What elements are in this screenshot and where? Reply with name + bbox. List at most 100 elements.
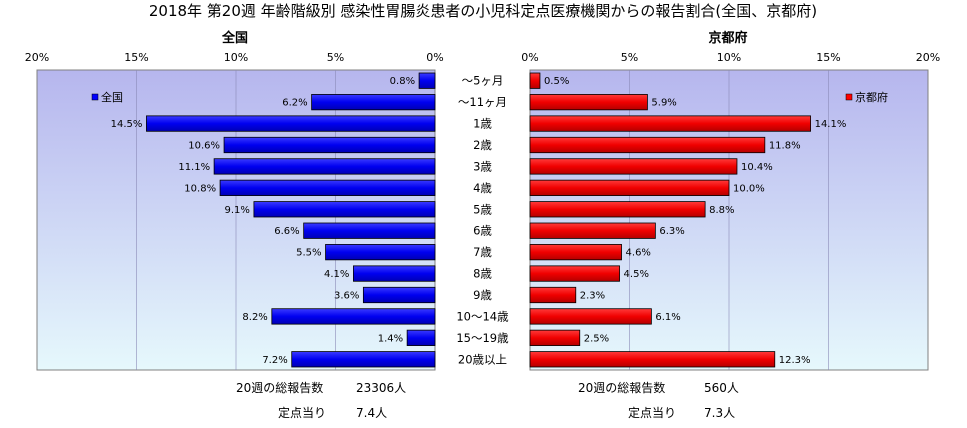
national-total-value: 23306人 <box>356 381 406 395</box>
national-data-label: 10.8% <box>184 183 216 194</box>
kyoto-bar <box>529 222 656 239</box>
kyoto-bar <box>529 72 541 89</box>
category-label: ～5ヶ月 <box>462 74 504 88</box>
kyoto-per-site-value: 7.3人 <box>704 406 735 420</box>
national-total-label: 20週の総報告数 <box>236 380 323 395</box>
kyoto-legend: 京都府 <box>845 90 888 104</box>
national-data-label: 8.2% <box>242 312 267 323</box>
kyoto-bar <box>529 136 766 154</box>
category-label: 8歳 <box>473 267 492 281</box>
kyoto-bar <box>529 179 730 196</box>
category-label: 9歳 <box>473 288 492 302</box>
category-label: 1歳 <box>473 117 492 131</box>
national-legend: 全国 <box>91 90 123 104</box>
national-tick-label: 10% <box>224 51 248 64</box>
kyoto-bar <box>529 201 706 218</box>
national-tick-label: 5% <box>327 51 344 64</box>
kyoto-data-label: 6.1% <box>655 312 680 323</box>
national-bar <box>325 244 436 261</box>
national-data-label: 5.5% <box>296 248 321 259</box>
national-bar <box>223 136 436 154</box>
national-panel: 0.8% 6.2% 14.5% 10.6% 11.1% 10.8% 9.1% 6.6% 5.5%… <box>36 69 436 371</box>
kyoto-tick-label: 0% <box>521 51 538 64</box>
kyoto-data-label: 2.3% <box>580 291 605 302</box>
national-bar <box>219 179 436 196</box>
national-data-label: 9.1% <box>225 205 250 216</box>
kyoto-data-label: 10.4% <box>741 162 773 173</box>
kyoto-data-label: 8.8% <box>709 205 734 216</box>
kyoto-tick-label: 15% <box>816 51 840 64</box>
national-bar <box>418 72 436 89</box>
kyoto-panel-title: 京都府 <box>708 30 747 46</box>
kyoto-bar <box>529 244 622 261</box>
national-bar <box>271 308 436 325</box>
national-tick-label: 20% <box>25 51 49 64</box>
chart-title: 2018年 第20週 年齢階級別 感染性胃腸炎患者の小児科定点医療機関からの報告… <box>149 2 817 20</box>
national-bar <box>353 265 436 282</box>
category-labels: ～5ヶ月 ～11ヶ月 1歳 2歳 3歳 4歳 5歳 6歳 7歳 8歳 9歳 10～14歳 15～19歳 2… <box>456 74 509 367</box>
national-data-label: 3.6% <box>334 291 359 302</box>
kyoto-data-label: 4.5% <box>624 269 649 280</box>
national-per-site-value: 7.4人 <box>356 406 387 420</box>
national-data-label: 1.4% <box>378 333 403 344</box>
kyoto-panel: 0.5% 5.9% 14.1% 11.8% 10.4% 10.0% 8.8% 6.3% 4.6%… <box>529 69 929 371</box>
kyoto-tick-label: 20% <box>916 51 940 64</box>
national-tick-label: 15% <box>124 51 148 64</box>
national-bar <box>362 286 436 304</box>
kyoto-tick-label: 5% <box>621 51 638 64</box>
category-label: 3歳 <box>473 159 492 173</box>
kyoto-total-value: 560人 <box>704 381 739 395</box>
national-data-label: 6.2% <box>282 98 307 109</box>
national-bar <box>311 94 436 111</box>
kyoto-data-label: 4.6% <box>626 248 651 259</box>
category-label: 7歳 <box>473 245 492 259</box>
kyoto-bar <box>529 286 577 304</box>
kyoto-bar <box>529 265 620 282</box>
kyoto-bar <box>529 115 811 132</box>
national-panel-title: 全国 <box>221 30 248 46</box>
national-data-label: 4.1% <box>324 269 349 280</box>
kyoto-data-label: 12.3% <box>779 355 811 366</box>
kyoto-bar <box>529 308 652 325</box>
kyoto-bar <box>529 351 776 368</box>
national-tick-label: 0% <box>426 51 443 64</box>
kyoto-bar <box>529 94 648 111</box>
kyoto-data-label: 14.1% <box>815 119 847 130</box>
kyoto-legend-label: 京都府 <box>855 90 888 104</box>
national-per-site-label: 定点当り <box>278 405 326 420</box>
kyoto-tick-label: 10% <box>717 51 741 64</box>
kyoto-legend-swatch <box>845 93 853 101</box>
category-label: 5歳 <box>473 202 492 216</box>
category-label: 15～19歳 <box>456 331 509 345</box>
kyoto-data-label: 10.0% <box>733 183 765 194</box>
category-label: 2歳 <box>473 138 492 152</box>
national-bar <box>406 329 436 346</box>
national-data-label: 11.1% <box>178 162 210 173</box>
kyoto-bar <box>529 158 738 175</box>
national-bar <box>253 201 436 218</box>
national-data-label: 14.5% <box>111 119 143 130</box>
kyoto-data-label: 5.9% <box>651 98 676 109</box>
national-data-label: 6.6% <box>274 226 299 237</box>
national-bar <box>303 222 436 239</box>
national-data-label: 10.6% <box>188 141 220 152</box>
national-bar <box>213 158 436 175</box>
category-label: 6歳 <box>473 224 492 238</box>
national-legend-swatch <box>91 93 99 101</box>
kyoto-data-label: 2.5% <box>584 333 609 344</box>
national-data-label: 7.2% <box>262 355 287 366</box>
category-label: 20歳以上 <box>458 352 507 366</box>
national-legend-label: 全国 <box>101 90 123 104</box>
national-bar <box>291 351 436 368</box>
kyoto-bar <box>529 329 581 346</box>
kyoto-data-label: 11.8% <box>769 141 801 152</box>
x-axis-ticks: 20% 15% 10% 5% 0% 0% 5% 10% 15% 20% <box>25 51 940 64</box>
kyoto-per-site-label: 定点当り <box>628 405 676 420</box>
category-label: 10～14歳 <box>456 309 509 323</box>
kyoto-data-label: 0.5% <box>544 76 569 87</box>
category-label: 4歳 <box>473 181 492 195</box>
national-bar <box>146 115 436 132</box>
kyoto-total-label: 20週の総報告数 <box>578 380 665 395</box>
national-data-label: 0.8% <box>390 76 415 87</box>
